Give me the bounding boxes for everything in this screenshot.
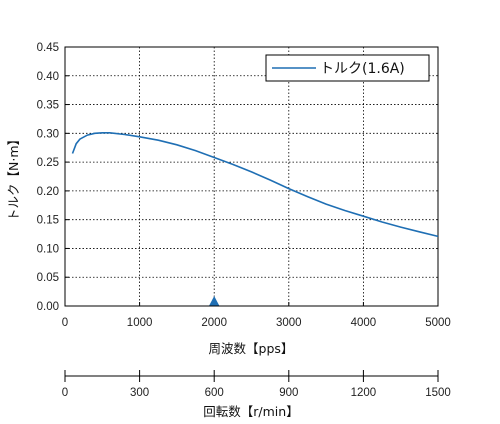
y-tick-label: 0.45	[37, 42, 59, 54]
secondary-tick-label: 1500	[425, 387, 451, 399]
x-tick-label: 4000	[351, 317, 377, 329]
y-tick-label: 0.00	[37, 301, 59, 313]
torque-series-line	[71, 132, 439, 238]
legend-label: トルク(1.6A)	[320, 61, 405, 77]
frequency-marker-triangle	[209, 296, 220, 306]
x-tick-label: 3000	[276, 317, 302, 329]
y-tick-label: 0.15	[37, 215, 59, 227]
y-axis-ticks: 0.00 0.05 0.10 0.15 0.20 0.25 0.30 0.35 0.40 0.45	[37, 42, 69, 313]
x-axis-label: 周波数【pps】	[209, 341, 294, 356]
y-tick-label: 0.35	[37, 100, 59, 112]
y-tick-label: 0.30	[37, 128, 59, 140]
secondary-tick-label: 300	[130, 387, 149, 399]
secondary-tick-label: 600	[205, 387, 224, 399]
y-axis-label: トルク【N·m】	[6, 133, 21, 221]
x-tick-label: 5000	[425, 317, 451, 329]
legend: トルク(1.6A)	[265, 54, 430, 82]
y-tick-label: 0.25	[37, 157, 59, 169]
y-tick-label: 0.40	[37, 71, 59, 83]
x-tick-label: 0	[62, 317, 68, 329]
y-tick-label: 0.20	[37, 186, 59, 198]
secondary-tick-label: 1200	[351, 387, 377, 399]
secondary-tick-label: 900	[279, 387, 298, 399]
x-axis-ticks: 0 1000 2000 3000 4000 5000	[62, 302, 451, 329]
grid-lines	[65, 47, 438, 306]
x-tick-label: 1000	[127, 317, 153, 329]
plot-frame	[64, 46, 439, 307]
y-tick-label: 0.10	[37, 243, 59, 255]
x-tick-label: 2000	[201, 317, 227, 329]
secondary-axis-label: 回転数【r/min】	[203, 404, 298, 419]
secondary-tick-label: 0	[62, 387, 68, 399]
y-tick-label: 0.05	[37, 272, 59, 284]
secondary-axis-ticks: 0 300 600 900 1200 1500	[62, 370, 451, 399]
